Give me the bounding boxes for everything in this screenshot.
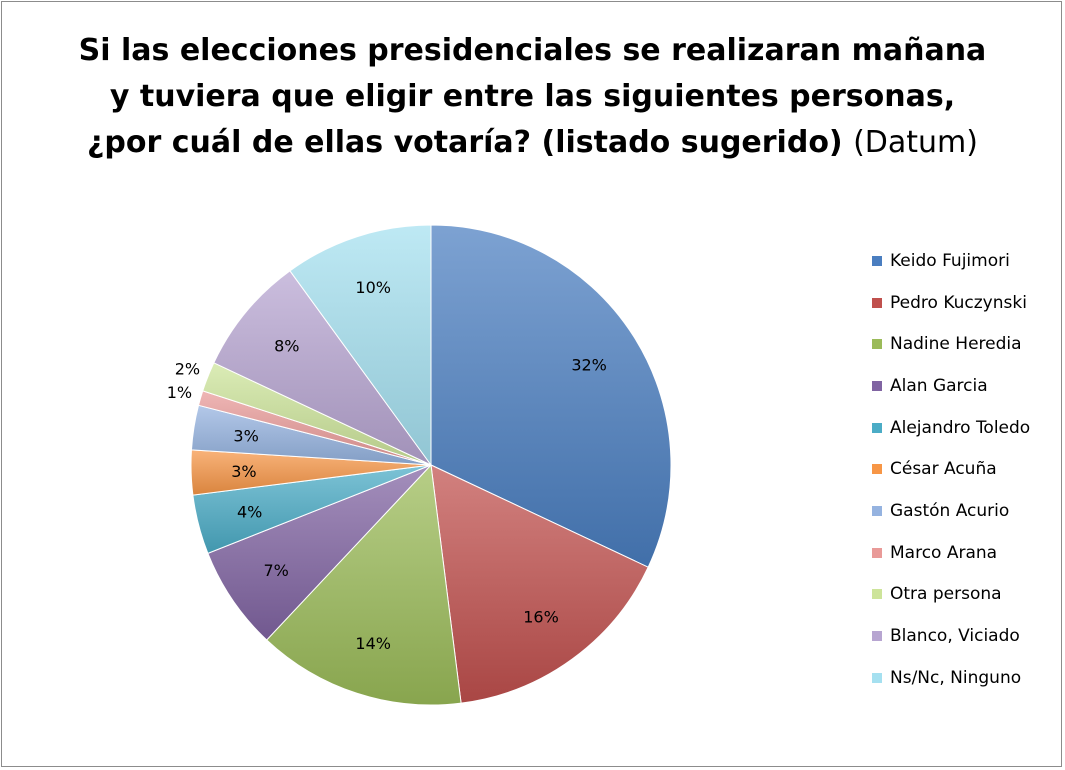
legend-item-alan-garcia: Alan Garcia: [872, 365, 1062, 407]
data-label-pedro-kuczynski: 16%: [523, 607, 559, 626]
legend-swatch: [872, 589, 882, 600]
legend-swatch: [872, 339, 882, 350]
legend-swatch: [872, 547, 882, 558]
pie-slice-nadine-heredia: [266, 463, 462, 706]
legend-item-pedro-kuczynski: Pedro Kuczynski: [872, 282, 1062, 324]
legend-label: Nadine Heredia: [890, 334, 1022, 355]
data-label-marco-arana: 1%: [167, 383, 192, 402]
legend-swatch: [872, 631, 882, 642]
legend-label: Keido Fujimori: [890, 250, 1010, 271]
legend-item-cesar-acuna: César Acuña: [872, 448, 1062, 490]
legend-swatch: [872, 422, 882, 433]
pie-slice-blanco-viciado: [213, 270, 432, 466]
chart-title: Si las elecciones presidenciales se real…: [0, 28, 1065, 166]
legend-swatch: [872, 672, 882, 683]
legend-label: Pedro Kuczynski: [890, 292, 1027, 313]
legend-swatch: [872, 297, 882, 308]
data-label-cesar-acuna: 3%: [231, 462, 256, 481]
pie-slices: [190, 224, 672, 706]
pie-slice-keido-fujimori: [430, 224, 672, 568]
legend-label: César Acuña: [890, 459, 997, 480]
legend-label: Blanco, Viciado: [890, 626, 1020, 647]
legend-label: Otra persona: [890, 584, 1002, 605]
legend-item-ns-nc-ninguno: Ns/Nc, Ninguno: [872, 657, 1062, 699]
legend-item-alejandro-toledo: Alejandro Toledo: [872, 407, 1062, 449]
legend-swatch: [872, 255, 882, 266]
title-line-3-text: ¿por cuál de ellas votaría? (listado sug…: [87, 125, 843, 160]
legend-swatch: [872, 464, 882, 475]
legend-swatch: [872, 505, 882, 516]
legend-label: Alejandro Toledo: [890, 417, 1031, 438]
legend-swatch: [872, 380, 882, 391]
data-label-ns-nc-ninguno: 10%: [355, 278, 391, 297]
title-line-1: Si las elecciones presidenciales se real…: [78, 33, 987, 68]
title-source: (Datum): [853, 125, 978, 160]
data-label-blanco-viciado: 8%: [274, 337, 299, 356]
title-line-2: y tuviera que eligir entre las siguiente…: [109, 79, 956, 114]
pie-slice-ns-nc-ninguno: [289, 224, 432, 467]
legend-label: Gastón Acurio: [890, 500, 1010, 521]
legend-item-blanco-viciado: Blanco, Viciado: [872, 615, 1062, 657]
legend-item-marco-arana: Marco Arana: [872, 532, 1062, 574]
legend-label: Marco Arana: [890, 542, 998, 563]
pie-data-labels: 32% 16% 14% 7% 4% 3% 3% 1% 2% 8% 10%: [167, 278, 607, 653]
legend-item-otra-persona: Otra persona: [872, 574, 1062, 616]
data-label-keido-fujimori: 32%: [571, 356, 607, 375]
chart-legend: Keido Fujimori Pedro Kuczynski Nadine Here…: [872, 240, 1062, 699]
data-label-nadine-heredia: 14%: [355, 634, 391, 653]
legend-label: Alan Garcia: [890, 375, 988, 396]
data-label-alejandro-toledo: 4%: [237, 503, 262, 522]
legend-label: Ns/Nc, Ninguno: [890, 667, 1022, 688]
legend-item-keido-fujimori: Keido Fujimori: [872, 240, 1062, 282]
legend-item-nadine-heredia: Nadine Heredia: [872, 323, 1062, 365]
data-label-alan-garcia: 7%: [264, 561, 289, 580]
legend-item-gaston-acurio: Gastón Acurio: [872, 490, 1062, 532]
data-label-otra-persona: 2%: [175, 360, 200, 379]
pie-slice-alan-garcia: [207, 464, 432, 641]
title-line-3: ¿por cuál de ellas votaría? (listado sug…: [0, 120, 1065, 166]
data-label-gaston-acurio: 3%: [233, 427, 258, 446]
pie-slice-pedro-kuczynski: [430, 464, 649, 704]
